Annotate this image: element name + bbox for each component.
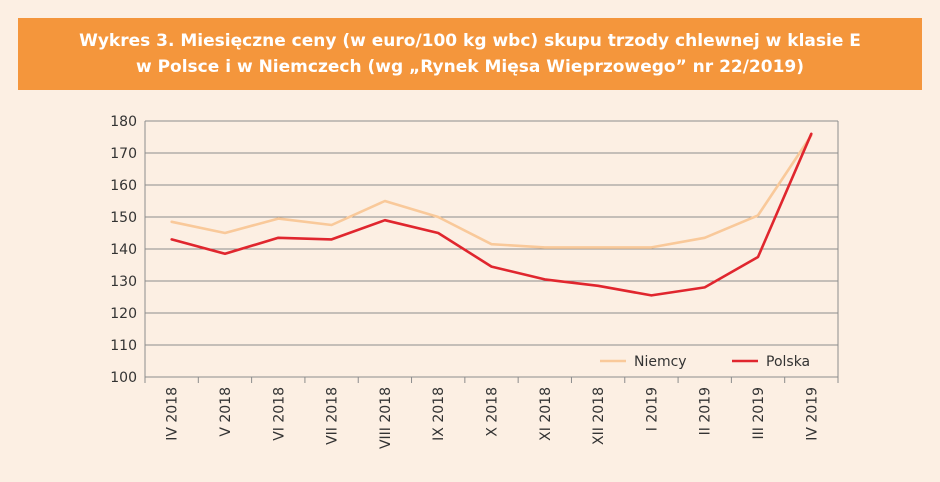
y-tick-label: 120: [110, 306, 137, 322]
legend-bg: [596, 350, 696, 372]
y-tick-label: 150: [110, 210, 137, 226]
chart-title-line-1: Wykres 3. Miesięczne ceny (w euro/100 kg…: [79, 31, 861, 51]
chart-title: Wykres 3. Miesięczne ceny (w euro/100 kg…: [18, 18, 922, 90]
y-tick-label: 140: [110, 242, 137, 258]
x-tick-label: III 2019: [751, 387, 767, 439]
y-tick-label: 180: [110, 114, 137, 130]
x-tick-label: XII 2018: [591, 387, 607, 445]
y-tick-label: 130: [110, 274, 137, 290]
x-tick-label: IV 2019: [804, 387, 820, 441]
legend-label-niemcy: Niemcy: [634, 354, 687, 370]
legend-bg: [728, 350, 828, 372]
series-line-niemcy: [170, 134, 813, 249]
y-tick-label: 110: [110, 338, 137, 354]
legend-label-polska: Polska: [766, 354, 810, 370]
x-tick-label: VII 2018: [325, 387, 341, 445]
y-tick-label: 170: [110, 146, 137, 162]
x-tick-label: IV 2018: [165, 387, 181, 441]
series-line-polska: [170, 132, 813, 297]
x-tick-label: X 2018: [485, 387, 501, 437]
chart-title-line-2: w Polsce i w Niemczech (wg „Rynek Mięsa …: [135, 57, 805, 77]
x-tick-label: XI 2018: [538, 387, 554, 441]
x-tick-label: V 2018: [218, 387, 234, 437]
y-tick-label: 160: [110, 178, 137, 194]
x-tick-label: I 2019: [644, 387, 660, 431]
x-tick-label: IX 2018: [431, 387, 447, 441]
y-tick-label: 100: [110, 370, 137, 386]
x-tick-label: II 2019: [698, 387, 714, 435]
x-tick-label: VIII 2018: [378, 387, 394, 449]
x-tick-label: VI 2018: [271, 387, 287, 441]
